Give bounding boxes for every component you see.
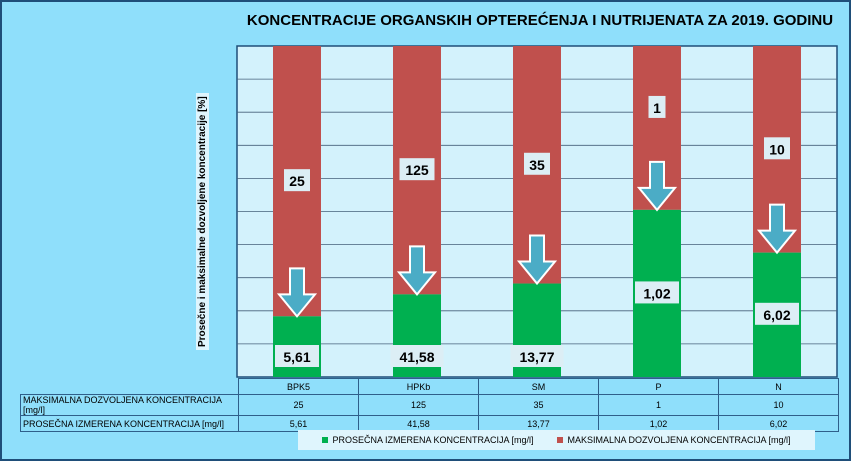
down-arrow-icon <box>276 267 318 318</box>
max-value-cell: 1 <box>598 394 719 416</box>
down-arrow-icon <box>516 234 558 286</box>
avg-data-label: 6,02 <box>763 307 790 323</box>
max-data-label-bg <box>764 137 790 160</box>
row-label: PROSEČNA IZMERENA KONCENTRACIJA [mg/l] <box>20 415 239 432</box>
avg-data-label: 5,61 <box>283 349 310 365</box>
down-arrow-icon <box>396 245 438 296</box>
legend-swatch <box>557 437 564 443</box>
avg-data-label: 41,58 <box>399 349 434 365</box>
legend-item-max: MAKSIMALNA DOZVOLJENA KONCENTRACIJA [mg/… <box>557 435 791 445</box>
legend-item-avg: PROSEČNA IZMERENA KONCENTRACIJA [mg/l] <box>322 435 533 445</box>
category-label: SM <box>478 378 599 395</box>
category-label: HPKb <box>358 378 479 395</box>
max-data-label: 25 <box>289 173 305 189</box>
data-table: BPK5 HPKb SM P N MAKSIMALNA DOZVOLJENA KONCE… <box>20 378 839 432</box>
chart-title: KONCENTRACIJE ORGANSKIH OPTEREĆENJA I NU… <box>246 12 834 29</box>
max-value-cell: 10 <box>718 394 839 416</box>
avg-data-label-bg <box>390 345 444 367</box>
avg-row: PROSEČNA IZMERENA KONCENTRACIJA [mg/l] 5,… <box>20 415 839 432</box>
avg-data-label-bg <box>275 345 319 367</box>
avg-data-label: 13,77 <box>519 349 554 365</box>
max-value-cell: 125 <box>358 394 479 416</box>
row-label: MAKSIMALNA DOZVOLJENA KONCENTRACIJA [mg/… <box>20 394 239 416</box>
max-row: MAKSIMALNA DOZVOLJENA KONCENTRACIJA [mg/… <box>20 394 839 416</box>
max-value-cell: 35 <box>478 394 599 416</box>
legend-swatch <box>322 437 329 443</box>
legend: PROSEČNA IZMERENA KONCENTRACIJA [mg/l] M… <box>298 430 815 450</box>
max-data-label-bg <box>648 95 666 118</box>
max-data-label-bg <box>284 169 310 192</box>
max-data-label: 125 <box>405 162 429 178</box>
down-arrow-icon <box>756 203 798 255</box>
max-data-label: 10 <box>769 141 785 157</box>
down-arrow-icon <box>636 160 678 212</box>
category-label: BPK5 <box>238 378 359 395</box>
max-data-label-bg <box>524 152 550 175</box>
avg-data-label-bg <box>510 345 564 367</box>
category-label: N <box>718 378 839 395</box>
category-label: P <box>598 378 719 395</box>
avg-data-label-bg <box>755 302 799 325</box>
max-data-label: 35 <box>529 157 545 173</box>
avg-data-label: 1,02 <box>643 285 670 301</box>
max-data-label: 1 <box>653 100 661 116</box>
max-data-label-bg <box>399 158 435 181</box>
max-value-cell: 25 <box>238 394 359 416</box>
category-row: BPK5 HPKb SM P N <box>20 378 839 395</box>
avg-data-label-bg <box>635 281 679 304</box>
